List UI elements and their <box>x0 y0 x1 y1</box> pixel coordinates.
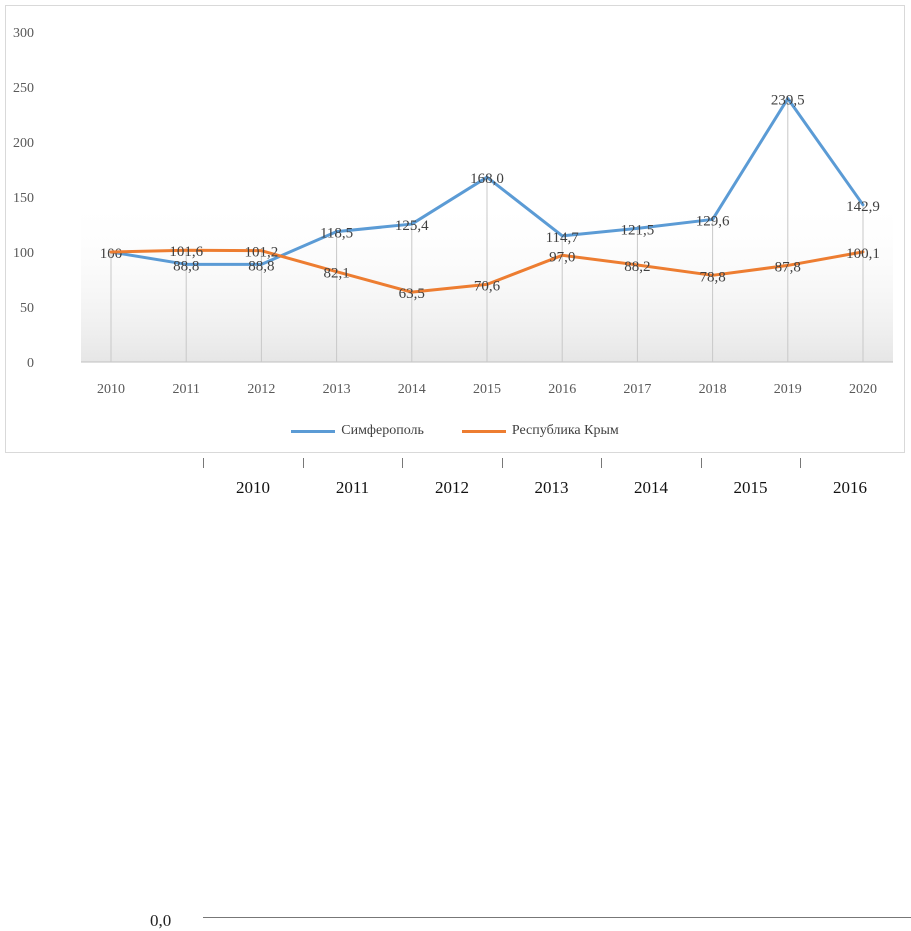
y-tick-label: 250 <box>13 81 34 96</box>
data-label: 63,5 <box>399 286 425 302</box>
background-tick <box>501 458 503 468</box>
data-label: 114,7 <box>546 230 580 246</box>
x-tick-label: 2013 <box>323 382 351 397</box>
background-tick <box>203 458 204 468</box>
chart-frame: 0 50 100 150 200 250 300 2010 2011 2012 2013 2014 20… <box>5 5 905 453</box>
x-tick-label: 2020 <box>849 382 877 397</box>
background-year-label: 2012 <box>435 478 469 497</box>
x-tick-label: 2011 <box>172 382 199 397</box>
data-label: 82,1 <box>323 266 349 282</box>
data-label: 97,0 <box>549 249 575 265</box>
line-chart: 0 50 100 150 200 250 300 2010 2011 2012 2013 2014 20… <box>13 26 893 397</box>
legend-item-crimea: Республика Крым <box>461 423 619 439</box>
y-tick-label: 50 <box>20 301 34 316</box>
y-tick-label: 300 <box>13 26 34 41</box>
data-label: 142,9 <box>846 199 880 215</box>
background-tick <box>700 458 702 468</box>
series-line-0 <box>109 97 865 266</box>
data-label: 88,2 <box>624 259 650 275</box>
data-label: 78,8 <box>699 269 725 285</box>
data-label: 87,8 <box>775 259 801 275</box>
legend-label-simferopol: Симферополь <box>341 423 424 438</box>
background-tick <box>302 458 304 468</box>
background-year-label: 2014 <box>634 478 668 497</box>
legend: Симферополь Республика Крым <box>6 423 904 439</box>
data-label: 100 <box>100 246 123 262</box>
legend-swatch-simferopol <box>291 429 336 433</box>
data-label: 88,8 <box>173 258 199 274</box>
legend-item-simferopol: Симферополь <box>291 423 424 439</box>
y-tick-label: 100 <box>13 246 34 261</box>
data-label: 88,8 <box>248 258 274 274</box>
legend-label-crimea: Республика Крым <box>511 423 619 438</box>
data-label: 118,5 <box>320 226 353 242</box>
data-label: 239,5 <box>771 93 805 109</box>
data-label: 101,2 <box>245 245 279 261</box>
x-tick-label: 2010 <box>97 382 125 397</box>
data-label: 100,1 <box>846 246 880 262</box>
background-tick <box>402 458 403 468</box>
background-year-label: 2010 <box>236 478 270 497</box>
data-label: 121,5 <box>621 222 655 238</box>
background-tick <box>601 458 602 468</box>
data-label: 168,0 <box>470 171 504 187</box>
background-axis-line <box>203 917 911 918</box>
x-tick-label: 2014 <box>398 382 426 397</box>
x-tick-label: 2015 <box>473 382 501 397</box>
x-tick-label: 2018 <box>699 382 727 397</box>
legend-swatch-crimea <box>461 429 506 433</box>
background-tick <box>800 458 801 468</box>
data-label: 129,6 <box>696 213 730 229</box>
background-year-label: 2015 <box>733 478 768 497</box>
x-tick-label: 2016 <box>548 382 576 397</box>
x-tick-label: 2017 <box>623 382 651 397</box>
y-tick-label: 150 <box>13 191 34 206</box>
y-tick-label: 0 <box>27 356 34 371</box>
background-year-label: 2013 <box>534 478 569 497</box>
y-tick-label: 200 <box>13 136 34 151</box>
x-tick-label: 2012 <box>247 382 275 397</box>
data-label: 70,6 <box>474 278 501 294</box>
data-label: 101,6 <box>169 244 203 260</box>
x-tick-label: 2019 <box>774 382 802 397</box>
background-year-label: 2011 <box>335 478 370 497</box>
background-year-label: 2016 <box>833 478 867 497</box>
data-label: 125,4 <box>395 218 429 234</box>
background-ytick-zero: 0,0 <box>150 911 172 930</box>
series-line-1 <box>109 248 865 294</box>
